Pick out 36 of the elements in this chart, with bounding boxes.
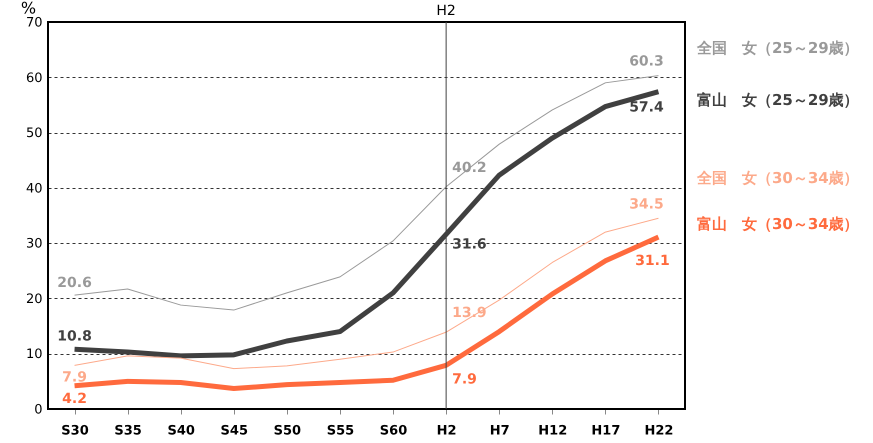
x-tick-label: H17 bbox=[591, 424, 620, 438]
x-tick-label: S55 bbox=[326, 424, 354, 438]
data-label: 10.8 bbox=[57, 328, 92, 344]
x-tick-label: H7 bbox=[490, 424, 510, 438]
data-label: 31.6 bbox=[452, 236, 487, 252]
x-tick-label: S60 bbox=[380, 424, 408, 438]
x-tick-label: H22 bbox=[644, 424, 674, 438]
y-axis-title: % bbox=[20, 0, 36, 18]
data-label: 60.3 bbox=[629, 54, 664, 70]
data-label: 7.9 bbox=[452, 371, 477, 388]
x-tick-label: H12 bbox=[538, 424, 568, 438]
text: 富山 女（30～34歳） bbox=[697, 215, 859, 233]
y-tick-label: 0 bbox=[34, 402, 42, 418]
ref-line-label: H2 bbox=[436, 3, 456, 19]
x-tick-label: S50 bbox=[274, 424, 302, 438]
y-tick-label: 50 bbox=[26, 126, 42, 142]
data-label: 34.5 bbox=[629, 196, 664, 212]
x-tick-label: S30 bbox=[61, 424, 89, 438]
text: 全国 女（25～29歳） bbox=[696, 39, 859, 57]
y-tick-label: 30 bbox=[26, 236, 42, 252]
x-tick-label: S35 bbox=[114, 424, 142, 438]
data-label: 20.6 bbox=[57, 275, 92, 292]
data-label: 4.2 bbox=[62, 390, 87, 407]
data-label: 7.9 bbox=[62, 369, 87, 386]
x-tick-label: S45 bbox=[220, 424, 248, 438]
x-tick-label: H2 bbox=[436, 424, 457, 438]
y-tick-label: 10 bbox=[26, 347, 42, 362]
y-tick-label: 70 bbox=[26, 16, 42, 30]
y-tick-label: 60 bbox=[26, 70, 42, 86]
text: 全国 女（30～34歳） bbox=[696, 169, 859, 187]
data-label: 57.4 bbox=[629, 100, 664, 116]
text: 富山 女（25～29歳） bbox=[697, 91, 859, 109]
y-tick-label: 20 bbox=[26, 292, 42, 307]
y-tick-label: 40 bbox=[26, 181, 42, 196]
data-label: 31.1 bbox=[635, 253, 670, 270]
x-tick-label: S40 bbox=[167, 424, 195, 438]
